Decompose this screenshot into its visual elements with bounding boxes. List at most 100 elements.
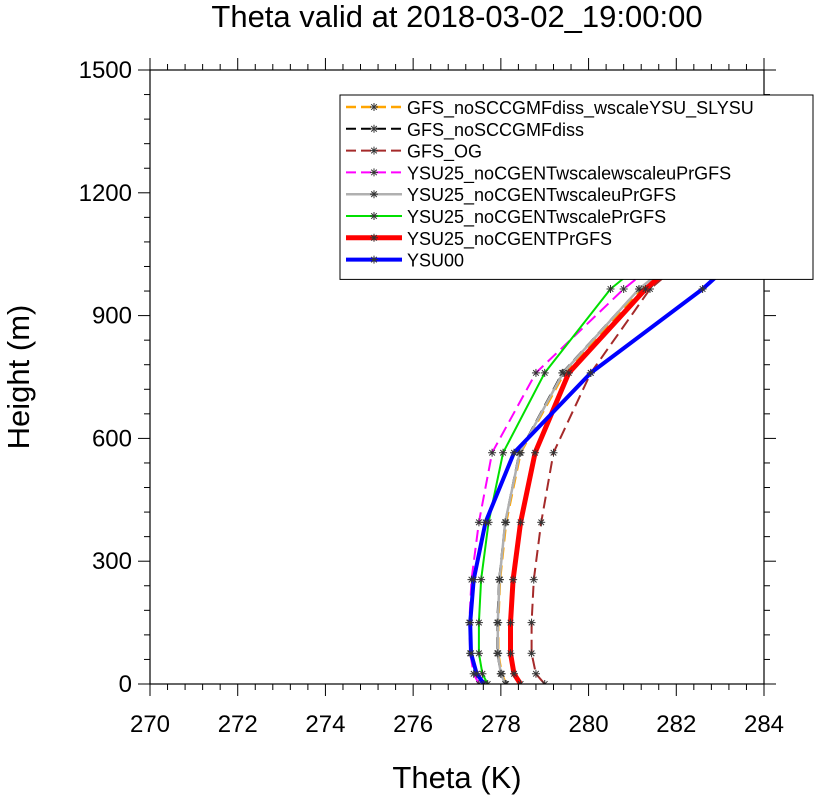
legend-label-1: GFS_noSCCGMFdiss	[407, 120, 584, 141]
marker-stroke	[505, 680, 510, 684]
series-line-6	[508, 184, 764, 684]
legend-label-5: YSU25_noCGENTwscalePrGFS	[407, 207, 666, 228]
series-7-marker-6	[510, 448, 519, 457]
series-2-marker-2	[527, 649, 536, 658]
series-4-marker-0	[501, 680, 510, 684]
series-2-marker-4	[529, 575, 538, 584]
series-7-marker-3	[466, 618, 475, 627]
marker-stroke	[531, 449, 539, 456]
marker-stroke	[370, 169, 378, 176]
series-7-marker-1	[472, 669, 481, 678]
marker-stroke	[517, 680, 522, 684]
legend-marker-3	[370, 168, 378, 177]
marker-stroke	[473, 670, 480, 677]
marker-stroke	[519, 680, 524, 684]
marker-stroke	[517, 519, 524, 526]
marker-stroke	[587, 369, 594, 377]
marker-stroke	[499, 449, 507, 456]
marker-stroke	[494, 650, 501, 657]
legend-label-7: YSU00	[407, 251, 464, 271]
marker-stroke	[370, 103, 378, 111]
series-5-marker-8	[606, 284, 615, 293]
series-5-marker-2	[474, 649, 483, 658]
marker-stroke	[509, 576, 517, 583]
series-7-marker-7	[586, 368, 595, 377]
plot-area	[465, 163, 764, 684]
marker-stroke	[497, 670, 505, 677]
series-line-7	[468, 232, 764, 684]
x-tick-label: 274	[305, 711, 345, 738]
x-tick-label: 280	[569, 711, 609, 738]
series-6-marker-5	[516, 518, 525, 527]
marker-stroke	[483, 680, 488, 684]
marker-stroke	[370, 234, 378, 241]
x-tick-label: 272	[218, 711, 258, 738]
series-7-marker-0	[480, 680, 489, 684]
y-tick-label: 1500	[79, 57, 132, 84]
series-3-marker-7	[531, 368, 540, 377]
series-4-marker-1	[496, 669, 505, 678]
marker-stroke	[502, 680, 506, 684]
marker-stroke	[502, 519, 509, 526]
series-group	[465, 163, 764, 684]
marker-stroke	[494, 619, 501, 626]
series-5-marker-3	[474, 618, 483, 627]
chart-title: Theta valid at 2018-03-02_19:00:00	[211, 0, 702, 34]
axes: 270 272 274 276 278 280 282 284 0 300 600 900 1200 15…	[79, 57, 784, 738]
x-axis-label: Theta (K)	[392, 760, 521, 795]
y-axis-label: Height (m)	[1, 305, 36, 450]
series-7-marker-4	[469, 575, 478, 584]
marker-stroke	[541, 680, 546, 684]
marker-stroke	[565, 369, 572, 377]
legend: GFS_noSCCGMFdiss_wscaleYSU_SLYSUGFS_noSC…	[339, 94, 814, 280]
marker-stroke	[559, 369, 567, 377]
legend-label-0: GFS_noSCCGMFdiss_wscaleYSU_SLYSU	[407, 98, 754, 119]
series-line-5	[477, 163, 764, 684]
series-2-marker-5	[537, 518, 546, 527]
series-3-marker-8	[619, 284, 628, 293]
series-6-marker-7	[564, 368, 573, 377]
y-tick-label: 300	[92, 548, 132, 575]
series-2-marker-6	[549, 448, 558, 457]
marker-stroke	[467, 650, 475, 657]
series-4-marker-2	[493, 649, 502, 658]
marker-stroke	[370, 256, 378, 263]
marker-stroke	[642, 285, 649, 293]
marker-stroke	[532, 369, 540, 377]
marker-stroke	[510, 449, 518, 456]
legend-marker-5	[370, 212, 378, 220]
marker-stroke	[530, 576, 537, 583]
series-3-marker-6	[488, 448, 497, 457]
series-6-marker-3	[506, 618, 515, 627]
series-line-2	[530, 192, 764, 684]
series-6-marker-2	[506, 649, 515, 658]
marker-stroke	[528, 650, 535, 657]
marker-stroke	[488, 449, 496, 456]
series-7-marker-5	[481, 518, 490, 527]
legend-marker-1	[370, 124, 378, 133]
marker-stroke	[467, 619, 474, 626]
marker-stroke	[550, 449, 557, 456]
series-6-marker-6	[531, 448, 540, 457]
marker-stroke	[532, 670, 540, 677]
marker-stroke	[470, 576, 477, 583]
marker-stroke	[507, 619, 514, 626]
legend-label-6: YSU25_noCGENTPrGFS	[407, 229, 612, 250]
marker-stroke	[479, 670, 486, 677]
marker-stroke	[541, 369, 548, 377]
marker-stroke	[475, 519, 483, 526]
legend-box	[339, 94, 814, 280]
series-7-marker-8	[698, 284, 707, 293]
series-2-marker-0	[540, 680, 549, 684]
series-4-marker-4	[495, 575, 504, 584]
marker-stroke	[507, 650, 514, 657]
marker-stroke	[528, 619, 535, 626]
marker-stroke	[370, 147, 378, 154]
series-6-marker-0	[516, 680, 525, 684]
legend-marker-6	[370, 233, 378, 242]
marker-stroke	[620, 285, 627, 293]
marker-stroke	[699, 285, 706, 293]
marker-stroke	[481, 680, 485, 684]
legend-marker-4	[370, 190, 378, 199]
